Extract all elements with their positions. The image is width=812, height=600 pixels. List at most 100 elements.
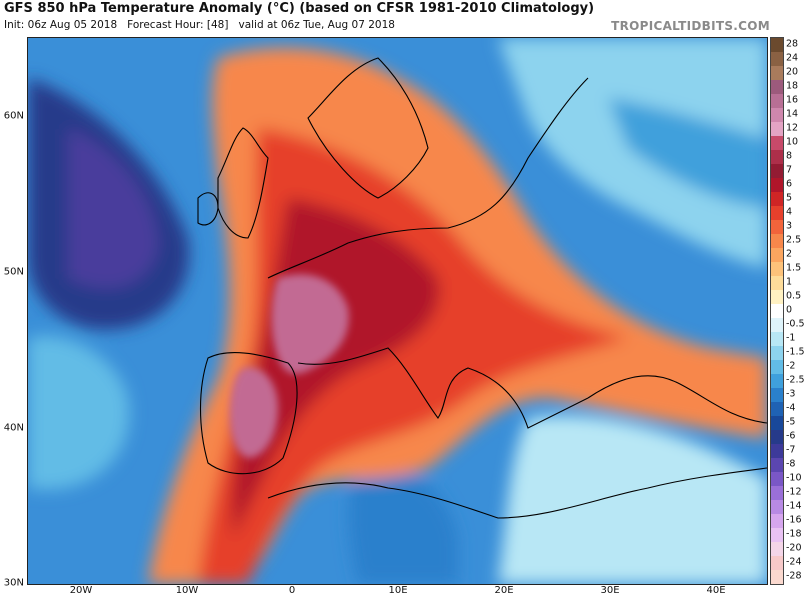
coastlines [197, 57, 767, 519]
colorbar-swatch [771, 458, 783, 472]
colorbar-tick-label: 6 [786, 178, 793, 190]
colorbar-tick-label: 5 [786, 192, 793, 204]
colorbar-tick-label: 1.5 [786, 262, 802, 274]
map-title: GFS 850 hPa Temperature Anomaly (°C) (ba… [4, 1, 595, 16]
colorbar-swatch [771, 94, 783, 108]
colorbar-swatch [771, 556, 783, 570]
colorbar-tick-label: -12 [786, 486, 802, 498]
colorbar-tick-label: 20 [786, 66, 799, 78]
colorbar-swatch [771, 570, 783, 584]
colorbar-swatch [771, 164, 783, 178]
colorbar-labels: 28 24 20 18 16 14 12 10 8 7 6 5 4 3 2.5 2 1.5 1 0.5 0 -0.5 -1… [786, 37, 812, 583]
colorbar-tick-label: -8 [786, 458, 796, 470]
colorbar-swatch [771, 360, 783, 374]
anomaly-field [28, 38, 767, 584]
colorbar-tick-label: -2.5 [786, 374, 805, 386]
colorbar-tick-label: 0 [786, 304, 793, 316]
lon-label-10w: 10W [175, 585, 199, 596]
coast-mediterranean [297, 347, 589, 429]
colorbar-tick-label: -4 [786, 402, 796, 414]
colorbar-tick-label: 2 [786, 248, 793, 260]
lon-label-20e: 20E [494, 585, 514, 596]
cold-anomaly-core [68, 128, 158, 288]
colorbar-swatch [771, 262, 783, 276]
init-time: Init: 06z Aug 05 2018 [4, 19, 118, 31]
colorbar-tick-label: -16 [786, 514, 802, 526]
coast-britain [217, 127, 269, 239]
colorbar-tick-label: -7 [786, 444, 796, 456]
extreme-anomaly-france [271, 274, 349, 374]
lon-label-40e: 40E [706, 585, 726, 596]
colorbar-swatch [771, 402, 783, 416]
cold-anomaly-north-africa [348, 466, 458, 584]
colorbar-swatch [771, 290, 783, 304]
colorbar-tick-label: -14 [786, 500, 802, 512]
colorbar-tick-label: 16 [786, 94, 799, 106]
colorbar-tick-label: 10 [786, 136, 799, 148]
colorbar-tick-label: -6 [786, 430, 796, 442]
extreme-anomaly-iberia [229, 367, 278, 458]
colorbar-swatch [771, 318, 783, 332]
colorbar-tick-label: -0.5 [786, 318, 805, 330]
colorbar-tick-label: -20 [786, 542, 802, 554]
colorbar-tick-label: -24 [786, 556, 802, 568]
coast-scandinavia [307, 57, 429, 199]
valid-time: valid at 06z Tue, Aug 07 2018 [238, 19, 395, 31]
forecast-hour: Forecast Hour: [48] [127, 19, 229, 31]
colorbar-swatch [771, 486, 783, 500]
colorbar-swatch [771, 234, 783, 248]
colorbar-swatch [771, 220, 783, 234]
colorbar-swatch [771, 542, 783, 556]
colorbar-tick-label: 3 [786, 220, 793, 232]
colorbar-swatch [771, 276, 783, 290]
brand-watermark: TROPICALTIDBITS.COM [611, 19, 770, 33]
cool-anomaly-west [28, 336, 130, 490]
colorbar-swatch [771, 472, 783, 486]
colorbar-swatch [771, 332, 783, 346]
lat-label-60n: 60N [3, 110, 24, 122]
colorbar-swatch [771, 38, 783, 52]
colorbar-swatch [771, 80, 783, 94]
coast-ireland [197, 192, 219, 226]
colorbar-tick-label: 1 [786, 276, 793, 288]
lon-label-0: 0 [288, 585, 296, 596]
colorbar-swatch [771, 388, 783, 402]
colorbar-tick-label: -2 [786, 360, 796, 372]
colorbar-tick-label: 14 [786, 108, 799, 120]
colorbar-tick-label: 8 [786, 150, 793, 162]
colorbar-tick-label: -18 [786, 528, 802, 540]
colorbar-swatch [771, 430, 783, 444]
colorbar-tick-label: 0.5 [786, 290, 802, 302]
colorbar-tick-label: 24 [786, 52, 799, 64]
coast-iberia [200, 352, 298, 475]
colorbar-tick-label: -1.5 [786, 346, 805, 358]
colorbar-swatch [771, 514, 783, 528]
colorbar-swatch [771, 150, 783, 164]
colorbar-swatch [771, 178, 783, 192]
colorbar-swatch [771, 500, 783, 514]
colorbar-swatch [771, 108, 783, 122]
lat-label-30n: 30N [3, 577, 24, 589]
colorbar-tick-label: 18 [786, 80, 799, 92]
colorbar-swatch [771, 206, 783, 220]
colorbar-swatch [771, 444, 783, 458]
colorbar-tick-label: 4 [786, 206, 793, 218]
lon-label-20w: 20W [69, 585, 93, 596]
colorbar [770, 37, 784, 585]
colorbar-swatch [771, 52, 783, 66]
colorbar-swatch [771, 66, 783, 80]
colorbar-tick-label: 28 [786, 38, 799, 50]
map-canvas [28, 38, 767, 584]
temperature-anomaly-map [27, 37, 768, 585]
colorbar-swatch [771, 374, 783, 388]
cool-anomaly-east-med [498, 415, 767, 584]
colorbar-tick-label: -1 [786, 332, 796, 344]
colorbar-tick-label: -28 [786, 570, 802, 582]
cool-anomaly-northeast [498, 38, 767, 268]
coast-black-sea [587, 375, 767, 424]
colorbar-tick-label: -3 [786, 388, 796, 400]
colorbar-swatch [771, 192, 783, 206]
coast-north-europe [267, 77, 589, 279]
colorbar-tick-label: -10 [786, 472, 802, 484]
colorbar-swatch [771, 248, 783, 262]
